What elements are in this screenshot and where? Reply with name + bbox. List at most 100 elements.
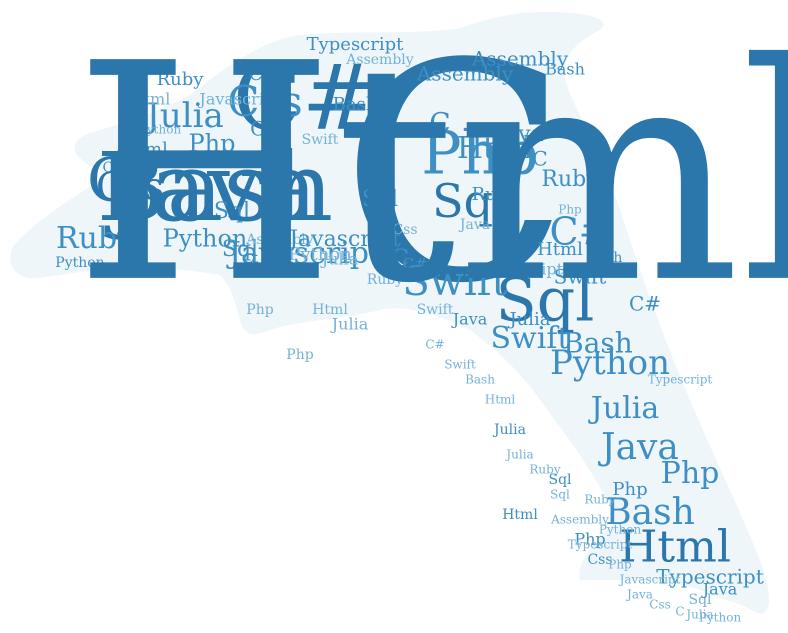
word: Html: [502, 507, 538, 523]
word: C#: [550, 210, 611, 254]
word: Python: [139, 123, 182, 137]
word: Julia: [588, 391, 660, 426]
word: Javascript: [618, 573, 681, 587]
word: Css: [392, 222, 417, 238]
word: Python: [599, 523, 642, 537]
word: Html: [130, 90, 171, 109]
word: C: [87, 146, 133, 216]
word: Swift: [302, 132, 339, 148]
word: C: [532, 147, 547, 171]
word: C: [340, 0, 570, 349]
word: Bash: [465, 373, 495, 387]
word: C#: [425, 338, 444, 352]
word: Php: [558, 203, 582, 217]
word: Php: [421, 119, 538, 189]
word: Bash: [97, 133, 333, 243]
word: Julia: [330, 315, 369, 334]
word: Swift: [444, 358, 476, 372]
word: Swift: [402, 259, 507, 305]
word: Python: [163, 225, 248, 253]
word: Typescript: [648, 373, 713, 387]
word: Ruby: [472, 184, 520, 205]
word: Javascript: [287, 227, 401, 252]
word: Python: [55, 255, 104, 271]
word: Bash: [588, 250, 623, 266]
word: Swift: [491, 321, 570, 356]
word: Css: [649, 598, 671, 612]
word: Bash: [333, 94, 378, 115]
word: Assembly: [471, 47, 569, 71]
word: Typescript: [477, 260, 564, 279]
word: Php: [612, 479, 647, 500]
word: Ruby: [56, 221, 134, 256]
word: C: [429, 107, 450, 140]
word: Bash: [563, 327, 633, 360]
word: Html: [537, 239, 583, 260]
word: Sql: [496, 266, 595, 336]
word: Html: [74, 0, 788, 349]
dolphin-silhouette: [10, 11, 770, 614]
word: Bash: [605, 492, 695, 533]
word: Julia: [507, 309, 550, 330]
word: C#: [629, 292, 661, 316]
word: Javascript: [226, 236, 381, 271]
word: C#: [233, 45, 377, 150]
word: Php: [246, 302, 273, 318]
word: Swift: [417, 302, 454, 318]
word: Php: [286, 347, 313, 363]
word: Typescript: [656, 565, 764, 589]
word: C: [391, 245, 409, 273]
word: Python: [699, 611, 742, 625]
word: Bash: [545, 60, 585, 79]
word: Php: [574, 530, 605, 549]
word: Ruby: [157, 69, 205, 90]
word: Java: [104, 133, 317, 243]
word: Sql: [550, 488, 570, 502]
word: C: [675, 605, 684, 619]
word: Swift: [554, 265, 607, 289]
word: Java: [625, 588, 653, 602]
word: Python: [288, 244, 352, 265]
word: Sql: [432, 174, 508, 228]
word: Assembly: [416, 62, 514, 86]
word: Typescript: [307, 34, 405, 55]
word: Css: [250, 117, 286, 141]
word: Python: [550, 343, 670, 383]
word: Ruby: [367, 272, 404, 288]
word: Ruby: [541, 167, 599, 192]
word: Sql: [222, 237, 258, 262]
word: Java: [494, 122, 543, 147]
word: Sql: [688, 592, 712, 608]
word: Julia: [143, 96, 224, 136]
word: Ruby: [584, 493, 615, 507]
word: Css: [96, 165, 164, 209]
word: Css: [249, 64, 281, 85]
word: Java: [451, 310, 488, 329]
word: Html: [312, 302, 348, 318]
word: Sql: [548, 472, 572, 488]
word: Assembly: [345, 52, 413, 68]
word: Julia: [684, 608, 713, 622]
word: Julia: [504, 448, 533, 462]
word: Javascript: [197, 90, 281, 109]
word: Julia: [320, 250, 359, 269]
word: Php: [608, 558, 632, 572]
word: Ruby: [529, 463, 560, 477]
word: Assembly: [550, 513, 609, 527]
word: Sql: [214, 199, 250, 224]
word: Php: [189, 130, 236, 158]
word: Css: [227, 77, 302, 126]
word: Php: [661, 456, 720, 491]
word: Sql: [362, 187, 398, 212]
word: Css: [102, 160, 127, 176]
word: Css: [587, 552, 612, 568]
word: Html: [485, 393, 516, 407]
word: Java: [458, 217, 490, 233]
word: Julia: [492, 422, 526, 438]
word: C#: [402, 255, 428, 274]
word: Assembly: [245, 232, 313, 248]
word: Html: [457, 131, 533, 166]
word: Java: [701, 580, 738, 599]
word: Html: [619, 522, 731, 573]
